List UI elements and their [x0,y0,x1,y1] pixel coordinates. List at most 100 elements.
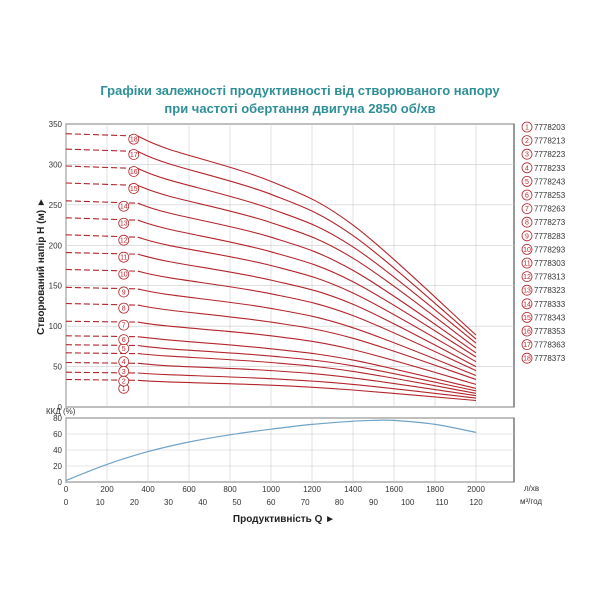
head-curve-13 [137,219,477,358]
curve-marker-label: 2 [122,379,126,386]
head-curve-12 [137,236,477,363]
title-line-1: Графіки залежності продуктивності від ст… [100,83,500,98]
legend-marker-circle [521,257,533,269]
curve-marker-label: 9 [122,289,126,296]
head-curve-dashed-17 [65,148,138,153]
legend-marker-label: 3 [525,152,529,159]
curve-marker-circle [128,183,140,194]
curve-marker-label: 1 [122,386,126,393]
x-ticks: 0 200 400 600 800 1000 1200 1400 1600 1800 2000 0 10… [64,485,486,507]
head-curve-3 [137,362,477,397]
legend-label: 7778263 [534,205,566,214]
x-tick-primary: 1200 [303,485,321,494]
legend-marker-label: 12 [523,274,531,281]
curve-marker-circle [118,356,130,368]
curve-marker-label: 12 [120,238,128,245]
legend-item: 14 7778333 [521,298,566,310]
legend-label: 7778293 [534,245,566,254]
head-curve-dashed-11 [65,252,138,255]
curve-marker-label: 4 [122,359,126,366]
curve-marker-9: 9 [118,286,130,298]
curve-marker-circle [118,200,130,212]
legend-marker-circle [521,311,533,323]
efficiency-y-tick-label: 80 [53,414,62,423]
x-tick-secondary: 30 [164,498,173,507]
curve-marker-15: 15 [128,183,140,194]
x-tick-secondary: 0 [64,498,69,507]
curve-marker-circle [128,149,140,160]
head-curve-dashed-16 [65,165,138,170]
head-curve-dashed-1 [65,378,138,381]
x-unit-primary: л/хв [524,484,539,493]
head-curve-dashed-6 [65,335,138,338]
efficiency-y-tick-label: 40 [53,446,62,455]
legend-item: 16 7778353 [521,325,566,337]
x-tick-primary: 800 [223,485,237,494]
head-curve-dashed-18 [65,133,138,137]
legend-marker-circle [521,298,533,310]
legend-item: 18 7778373 [521,352,566,364]
head-y-tick-label: 100 [49,322,63,331]
curve-marker-circle [128,166,140,177]
head-curve-16 [137,167,477,344]
curve-marker-circle [118,302,130,314]
legend-item: 3 7778223 [521,148,566,160]
legend-marker-label: 4 [525,165,529,172]
legend-label: 7778283 [534,232,566,241]
x-tick-secondary: 90 [369,498,378,507]
title-line-2: при частоті обертання двигуна 2850 об/хв [164,101,436,116]
legend-item: 11 7778303 [521,257,566,269]
curve-marker-circle [118,234,130,246]
legend-marker-circle [521,271,533,283]
legend-item: 4 7778233 [521,162,566,174]
head-curve-14 [137,202,477,354]
curve-marker-10: 10 [118,268,130,280]
x-tick-primary: 200 [100,485,114,494]
chart-title: Графіки залежності продуктивності від ст… [0,82,600,118]
legend-marker-circle [521,339,533,351]
legend-marker-label: 10 [523,247,531,254]
legend-marker-label: 15 [523,315,531,322]
legend-item: 8 7778273 [521,216,566,228]
legend-item: 15 7778343 [521,311,566,323]
curve-marker-4: 4 [118,356,130,368]
head-curve-dashed-2 [65,371,138,374]
head-curve-15 [137,184,477,349]
head-curve-1 [137,379,477,402]
x-tick-primary: 1000 [262,485,280,494]
legend-label: 7778333 [534,300,566,309]
legend-marker-circle [521,175,533,187]
legend-item: 5 7778243 [521,175,566,187]
x-tick-secondary: 80 [335,498,344,507]
legend-marker-label: 2 [525,138,529,145]
head-curve-dashed-5 [65,344,138,347]
head-curve-10 [137,270,477,372]
legend-item: 17 7778363 [521,339,566,351]
legend-marker-circle [521,284,533,296]
efficiency-curve [65,419,477,481]
x-tick-primary: 600 [182,485,196,494]
curve-marker-circle [118,334,130,346]
legend-item: 1 7778203 [521,121,566,133]
legend-marker-circle [521,121,533,133]
legend-item: 6 7778253 [521,189,566,201]
head-curve-9 [137,288,477,377]
head-curve-dashed-13 [65,217,138,221]
legend-marker-label: 9 [525,233,529,240]
legend-item: 12 7778313 [521,271,566,283]
curve-marker-label: 7 [122,323,126,330]
legend-marker-circle [521,325,533,337]
legend-label: 7778343 [534,313,566,322]
legend-marker-label: 5 [525,179,529,186]
x-tick-secondary: 10 [96,498,105,507]
curve-marker-circle [118,251,130,263]
legend-item: 9 7778283 [521,230,566,242]
legend-marker-label: 6 [525,193,529,200]
legend-marker-label: 1 [525,125,529,132]
curve-marker-8: 8 [118,302,130,314]
curve-marker-13: 13 [118,217,130,229]
x-tick-secondary: 100 [401,498,415,507]
legend-marker-circle [521,203,533,215]
legend-marker-circle [521,189,533,201]
